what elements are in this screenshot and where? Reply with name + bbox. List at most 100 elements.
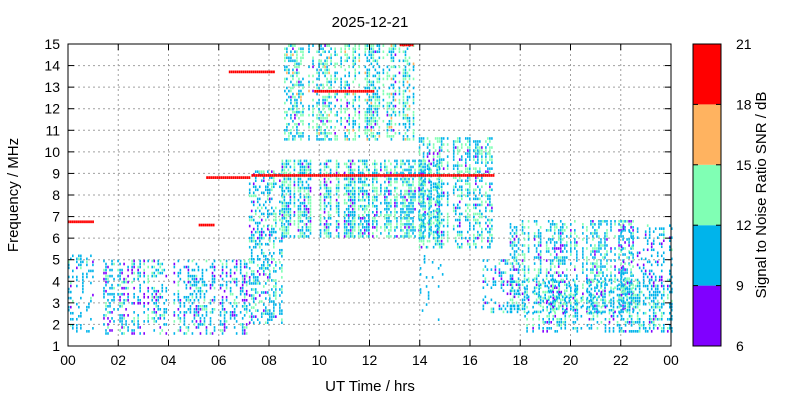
- data-point: [323, 198, 326, 202]
- data-point: [239, 289, 242, 293]
- data-point: [406, 198, 408, 202]
- data-point: [340, 116, 342, 120]
- data-point: [440, 137, 443, 140]
- data-point: [550, 302, 553, 306]
- data-point: [533, 277, 536, 280]
- data-point: [598, 220, 600, 223]
- data-point: [309, 213, 312, 217]
- data-point: [307, 162, 310, 166]
- data-point: [477, 149, 479, 152]
- data-point: [137, 320, 139, 323]
- data-point: [390, 168, 392, 172]
- data-point: [366, 119, 369, 123]
- data-point: [357, 171, 360, 175]
- data-point: [586, 280, 588, 283]
- data-point: [372, 132, 375, 135]
- data-point: [376, 210, 378, 214]
- data-point: [312, 119, 314, 123]
- data-point: [370, 53, 373, 57]
- data-point: [109, 292, 111, 296]
- data-point: [610, 290, 613, 294]
- data-point: [335, 192, 338, 196]
- data-point: [273, 251, 275, 255]
- data-point: [117, 292, 119, 296]
- data-point: [620, 271, 622, 274]
- data-point: [458, 137, 461, 140]
- data-point: [481, 203, 483, 207]
- data-point: [446, 137, 449, 140]
- data-point: [183, 301, 186, 305]
- data-point: [610, 278, 613, 282]
- data-point: [252, 273, 255, 276]
- data-point: [329, 213, 332, 217]
- data-point: [213, 329, 216, 332]
- data-point: [626, 286, 628, 290]
- data-point: [436, 162, 438, 166]
- data-point: [563, 292, 566, 296]
- data-point: [273, 182, 275, 186]
- data-point: [614, 259, 616, 262]
- data-point: [396, 165, 398, 169]
- data-point: [343, 177, 346, 181]
- data-point: [308, 122, 310, 126]
- data-point: [245, 274, 248, 278]
- data-point: [660, 284, 663, 288]
- data-point: [464, 209, 467, 213]
- data-point: [592, 220, 594, 223]
- data-point: [281, 165, 284, 169]
- data-point: [414, 229, 416, 232]
- data-point: [412, 92, 415, 96]
- data-point: [464, 215, 467, 219]
- data-point: [556, 299, 559, 303]
- data-point: [275, 218, 277, 222]
- data-point: [219, 274, 222, 278]
- data-point: [473, 233, 475, 237]
- data-point: [335, 223, 338, 226]
- data-point: [133, 311, 135, 314]
- data-point: [666, 330, 669, 333]
- data-point: [376, 235, 378, 238]
- data-point: [312, 89, 314, 93]
- data-point: [440, 161, 443, 164]
- data-point: [109, 329, 111, 332]
- data-point: [258, 233, 261, 237]
- data-point: [632, 286, 634, 290]
- data-point: [366, 86, 369, 90]
- data-point: [345, 189, 348, 193]
- data-point: [432, 188, 435, 192]
- data-point: [199, 305, 202, 308]
- data-point: [351, 229, 354, 232]
- data-point: [565, 310, 568, 314]
- data-point: [398, 86, 401, 90]
- data-point: [594, 277, 596, 280]
- data-point: [582, 226, 584, 229]
- data-point: [378, 125, 381, 129]
- data-point: [638, 287, 641, 291]
- data-point: [344, 53, 346, 57]
- data-point: [191, 268, 194, 272]
- data-point: [324, 59, 326, 63]
- data-point: [177, 329, 180, 332]
- data-point: [394, 65, 397, 69]
- data-point: [570, 229, 572, 232]
- data-point: [630, 232, 632, 235]
- data-point: [248, 276, 251, 279]
- data-point: [287, 159, 290, 163]
- data-point: [404, 195, 406, 199]
- data-point: [557, 235, 560, 238]
- data-point: [205, 329, 208, 332]
- data-point: [489, 158, 491, 161]
- data-point: [561, 223, 564, 226]
- data-point: [225, 298, 228, 302]
- data-point: [469, 140, 471, 143]
- data-point: [343, 198, 346, 202]
- data-point: [469, 227, 471, 231]
- data-point: [325, 229, 328, 232]
- data-point: [157, 305, 160, 308]
- data-point: [590, 262, 592, 265]
- data-point: [618, 238, 620, 241]
- data-point: [258, 197, 261, 201]
- data-point: [406, 80, 409, 84]
- data-point: [509, 307, 512, 311]
